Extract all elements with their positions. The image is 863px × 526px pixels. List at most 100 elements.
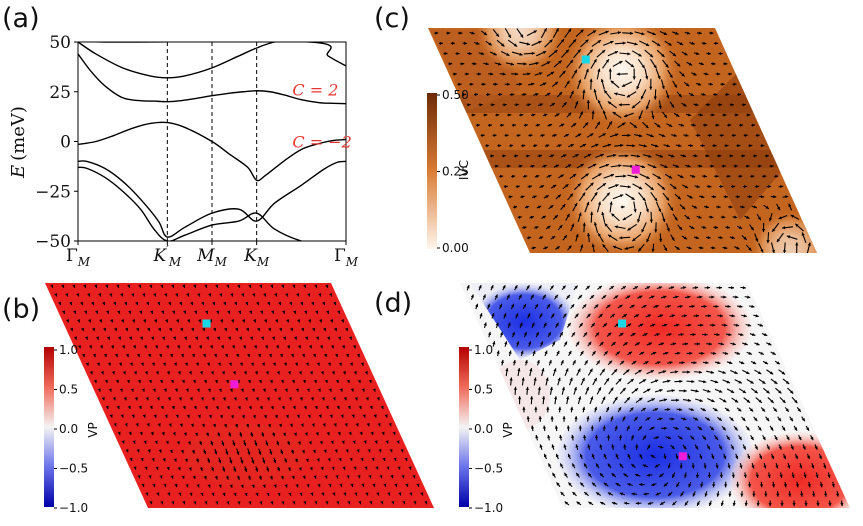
field-arrowhead (575, 154, 579, 158)
field-arrowhead (303, 500, 307, 505)
field-arrowhead (769, 371, 774, 375)
field-arrowhead (657, 361, 661, 365)
field-arrowhead (680, 123, 684, 127)
field-arrowhead (725, 144, 729, 148)
field-arrowhead (656, 124, 661, 128)
field-arrowhead (736, 484, 740, 488)
field-arrowhead (646, 388, 651, 392)
field-arrowhead (535, 93, 539, 97)
field-arrowhead (665, 64, 669, 68)
field-arrowhead (559, 332, 563, 336)
field-arrowhead (336, 500, 340, 505)
field-arrowhead (742, 390, 746, 393)
field-arrowhead (614, 92, 618, 96)
field-arrowhead (606, 406, 610, 411)
field-arrowhead (215, 501, 219, 505)
field-arrowhead (241, 293, 245, 297)
field-arrowhead (567, 453, 571, 458)
field-arrowhead (514, 154, 518, 158)
field-arrowhead (695, 314, 700, 318)
field-arrowhead (136, 449, 140, 453)
field-arrowhead (596, 360, 600, 364)
field-arrowhead (804, 503, 808, 507)
field-arrowhead (212, 423, 216, 428)
field-arrowhead (474, 92, 479, 97)
field-arrowhead (324, 475, 328, 479)
field-arrowhead (113, 301, 117, 306)
field-arrowhead (676, 398, 680, 402)
field-arrowhead (790, 446, 794, 450)
field-arrowhead (508, 113, 512, 117)
field-arrowhead (214, 451, 218, 455)
field-arrowhead (509, 377, 513, 381)
field-arrowhead (280, 450, 284, 455)
field-arrowhead (688, 246, 692, 250)
field-arrowhead (120, 414, 124, 418)
field-arrowhead (746, 215, 750, 219)
field-arrowhead (115, 379, 119, 384)
field-arrowhead (774, 436, 778, 441)
field-arrowhead (663, 114, 667, 118)
field-arrowhead (661, 186, 666, 190)
field-arrowhead (554, 294, 558, 299)
field-arrowhead (530, 396, 534, 400)
field-arrowhead (231, 319, 235, 323)
field-arrowhead (302, 379, 306, 384)
field-arrowhead (624, 114, 628, 118)
field-arrowhead (368, 379, 372, 384)
field-arrowhead (550, 416, 554, 420)
field-arrowhead (267, 301, 271, 306)
field-arrowhead (586, 201, 590, 206)
field-arrowhead (269, 379, 273, 384)
field-arrowhead (641, 229, 645, 233)
field-arrowhead (72, 284, 76, 288)
field-arrowhead (240, 484, 244, 488)
field-arrowhead (187, 441, 191, 445)
field-arrowhead (605, 59, 609, 63)
field-arrowhead (195, 459, 199, 463)
field-arrowhead (314, 500, 318, 505)
field-arrowhead (259, 501, 263, 505)
field-arrowhead (746, 427, 750, 431)
field-arrowhead (690, 436, 695, 440)
field-arrowhead (685, 133, 689, 137)
field-arrowhead (538, 285, 542, 289)
field-arrowhead (523, 226, 527, 230)
field-arrowhead (513, 205, 518, 209)
field-arrowhead (612, 245, 617, 249)
field-arrowhead (580, 164, 584, 167)
field-arrowhead (585, 173, 589, 177)
field-arrowhead (203, 475, 207, 480)
field-arrowhead (778, 216, 782, 220)
field-arrowhead (221, 371, 225, 375)
field-arrowhead (490, 72, 494, 76)
field-arrowhead (239, 433, 243, 437)
field-arrowhead (630, 407, 634, 411)
field-arrowhead (181, 379, 185, 384)
ivc-map-c: 0.500.250.00 IVC (427, 28, 817, 255)
field-arrowhead (382, 457, 386, 461)
field-arrowhead (575, 233, 579, 238)
field-arrowhead (242, 319, 246, 323)
field-arrowhead (690, 92, 694, 96)
field-arrowhead (689, 195, 693, 199)
field-arrowhead (69, 301, 73, 306)
field-arrowhead (303, 284, 307, 288)
field-arrowhead (343, 397, 347, 401)
field-arrowhead (388, 422, 392, 427)
field-arrowhead (389, 448, 393, 453)
field-arrowhead (734, 215, 738, 219)
field-arrowhead (584, 463, 588, 467)
field-arrowhead (633, 209, 637, 213)
field-arrowhead (170, 379, 174, 384)
field-arrowhead (735, 455, 739, 460)
field-arrowhead (535, 304, 538, 308)
field-arrowhead (476, 123, 480, 127)
field-arrowhead (175, 293, 179, 297)
vp-blue-lower (557, 395, 753, 508)
field-arrowhead (181, 475, 185, 479)
field-arrowhead (728, 493, 732, 497)
field-arrowhead (116, 284, 120, 288)
field-arrowhead (293, 336, 298, 340)
field-arrowhead (369, 405, 373, 409)
